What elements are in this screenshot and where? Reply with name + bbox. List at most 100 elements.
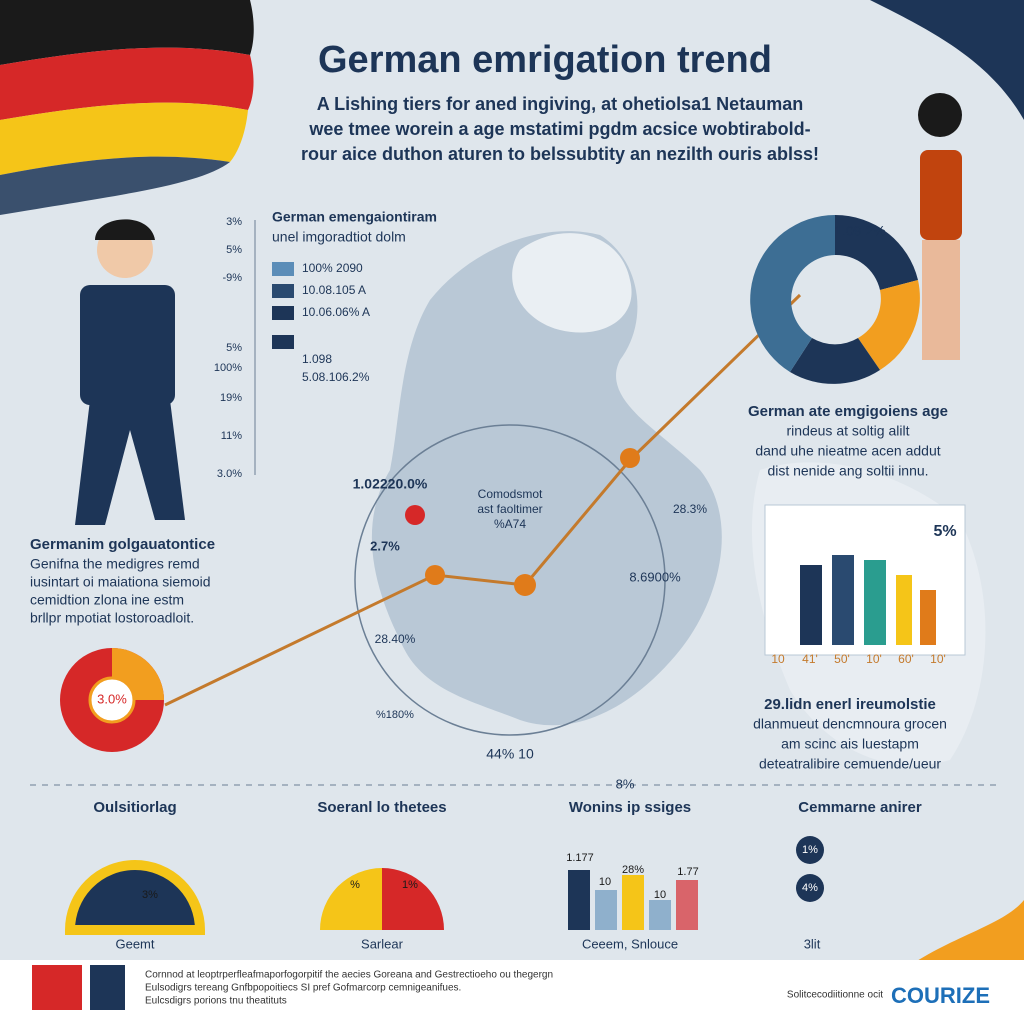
panel-label: 1% xyxy=(802,844,818,856)
footer-source: Solitcecodiitionne ocit xyxy=(787,990,883,1001)
footer-icon xyxy=(90,965,125,1010)
donut-segment xyxy=(858,280,920,370)
axis-label: 19% xyxy=(220,392,242,404)
pie-segment xyxy=(320,868,382,930)
map-pin xyxy=(620,448,640,468)
panel-label: % xyxy=(350,879,360,891)
panel-heading: Wonins ip ssiges xyxy=(569,799,691,816)
footer-line: Eulcsdigrs porions tnu theatituts xyxy=(145,996,287,1007)
panel-heading: German ate emgigoiens age xyxy=(748,403,948,420)
map-label: %180% xyxy=(376,709,414,721)
map-pin xyxy=(425,565,445,585)
map-europe xyxy=(371,231,722,726)
legend-item: 10.06.06% A xyxy=(302,305,370,319)
mini-bar xyxy=(676,880,698,930)
map-label: ast faoltimer xyxy=(477,502,542,516)
panel-heading: Cemmarne anirer xyxy=(798,799,922,816)
panel-label: 1.177 xyxy=(566,852,594,864)
legend-swatch xyxy=(272,335,294,349)
age-axis: 10 xyxy=(771,652,785,666)
axis-label: 3.0% xyxy=(217,468,242,480)
man-jacket xyxy=(80,285,175,405)
corner-wave xyxy=(870,0,1024,120)
mini-bar xyxy=(568,870,590,930)
age-axis: 10' xyxy=(866,652,882,666)
footer-line: Eulsodigrs tereang Gnfbpopoitiecs SI pre… xyxy=(145,983,461,994)
map-label: 44% 10 xyxy=(486,746,534,762)
panel-line: dist nenide ang soltii innu. xyxy=(767,463,928,479)
age-axis: 10' xyxy=(930,652,946,666)
panel-line: iusintart oi maiationa siemoid xyxy=(30,574,211,590)
man-hair xyxy=(95,219,155,240)
map-pin xyxy=(405,505,425,525)
legend-item: 1.098 xyxy=(302,352,332,366)
flag-red xyxy=(0,47,254,120)
dial-label: 3.0% xyxy=(97,691,127,706)
age-axis: 50' xyxy=(834,652,850,666)
panel-label: 4% xyxy=(802,882,818,894)
donut-label: 1.09 2% xyxy=(834,223,885,239)
legend-swatch xyxy=(272,262,294,276)
flag-gold xyxy=(0,102,248,175)
map-label: 2.7% xyxy=(370,538,400,553)
axis-label: 5% xyxy=(226,342,242,354)
badge xyxy=(796,874,824,902)
panel-label: 28% xyxy=(622,864,644,876)
panel-label: 1.77 xyxy=(677,866,698,878)
panel-line: dand uhe nieatme acen addut xyxy=(755,443,940,459)
footer-icon xyxy=(32,965,82,1010)
panel-heading: Germanim golgauatontice xyxy=(30,536,215,553)
panel-label: 10 xyxy=(599,876,611,888)
gauge xyxy=(64,860,206,935)
axis-label: -9% xyxy=(222,272,242,284)
footer-line: Cornnod at leoptrperfleafmaporfogorpitif… xyxy=(145,970,553,981)
divider-label: 8% xyxy=(616,776,635,791)
donut-segment xyxy=(790,338,880,384)
panel-heading: Soeranl lo thetees xyxy=(317,799,446,816)
woman-legs xyxy=(922,240,960,360)
age-axis: 60' xyxy=(898,652,914,666)
legend-swatch xyxy=(272,284,294,298)
mini-bar xyxy=(622,875,644,930)
intro-line: A Lishing tiers for aned ingiving, at oh… xyxy=(317,94,803,114)
intro-line: rour aice duthon aturen to belssubtity a… xyxy=(301,144,819,164)
dial-center xyxy=(88,676,136,724)
panel-line: am scinc ais luestapm xyxy=(781,736,919,752)
map-label: 8.6900% xyxy=(629,569,681,584)
woman-body xyxy=(920,150,962,240)
donut-segment xyxy=(835,214,918,290)
map-label: 28.3% xyxy=(673,502,707,516)
pie-segment xyxy=(382,868,444,930)
flag-wave xyxy=(0,156,230,215)
axis-label: 5% xyxy=(226,244,242,256)
age-figure xyxy=(800,565,822,645)
badge xyxy=(796,836,824,864)
brand: COURIZE xyxy=(891,983,990,1008)
panel-label: 3% xyxy=(142,889,158,901)
age-figure xyxy=(920,590,936,645)
axis-label: 100% xyxy=(214,362,242,374)
title: German emrigation trend xyxy=(318,39,772,81)
panel-caption: Geemt xyxy=(115,936,154,951)
donut-segment xyxy=(750,215,835,372)
panel-line: rindeus at soltig alilt xyxy=(787,423,910,439)
mini-bar xyxy=(595,890,617,930)
map-label: 1.02220.0% xyxy=(353,476,428,492)
panel-caption: Ceeem, Snlouce xyxy=(582,936,678,951)
map-circle xyxy=(354,424,666,736)
man-legs xyxy=(75,400,185,525)
footer-band xyxy=(0,960,1024,1024)
legend-title: unel imgoradtiot dolm xyxy=(272,229,406,245)
legend-title: German emengaiontiram xyxy=(272,209,437,225)
panel-caption: 3lit xyxy=(804,936,821,951)
panel-heading: Oulsitiorlag xyxy=(93,799,176,816)
legend-item: 100% 2090 xyxy=(302,261,363,275)
age-axis: 41' xyxy=(802,652,818,666)
legend-swatch xyxy=(272,306,294,320)
map-label: Comodsmot xyxy=(478,487,543,501)
map-label: 28.40% xyxy=(375,632,416,646)
panel-line: Genifna the medigres remd xyxy=(30,556,200,572)
map-label: %A74 xyxy=(494,517,526,531)
axis-label: 3% xyxy=(226,216,242,228)
